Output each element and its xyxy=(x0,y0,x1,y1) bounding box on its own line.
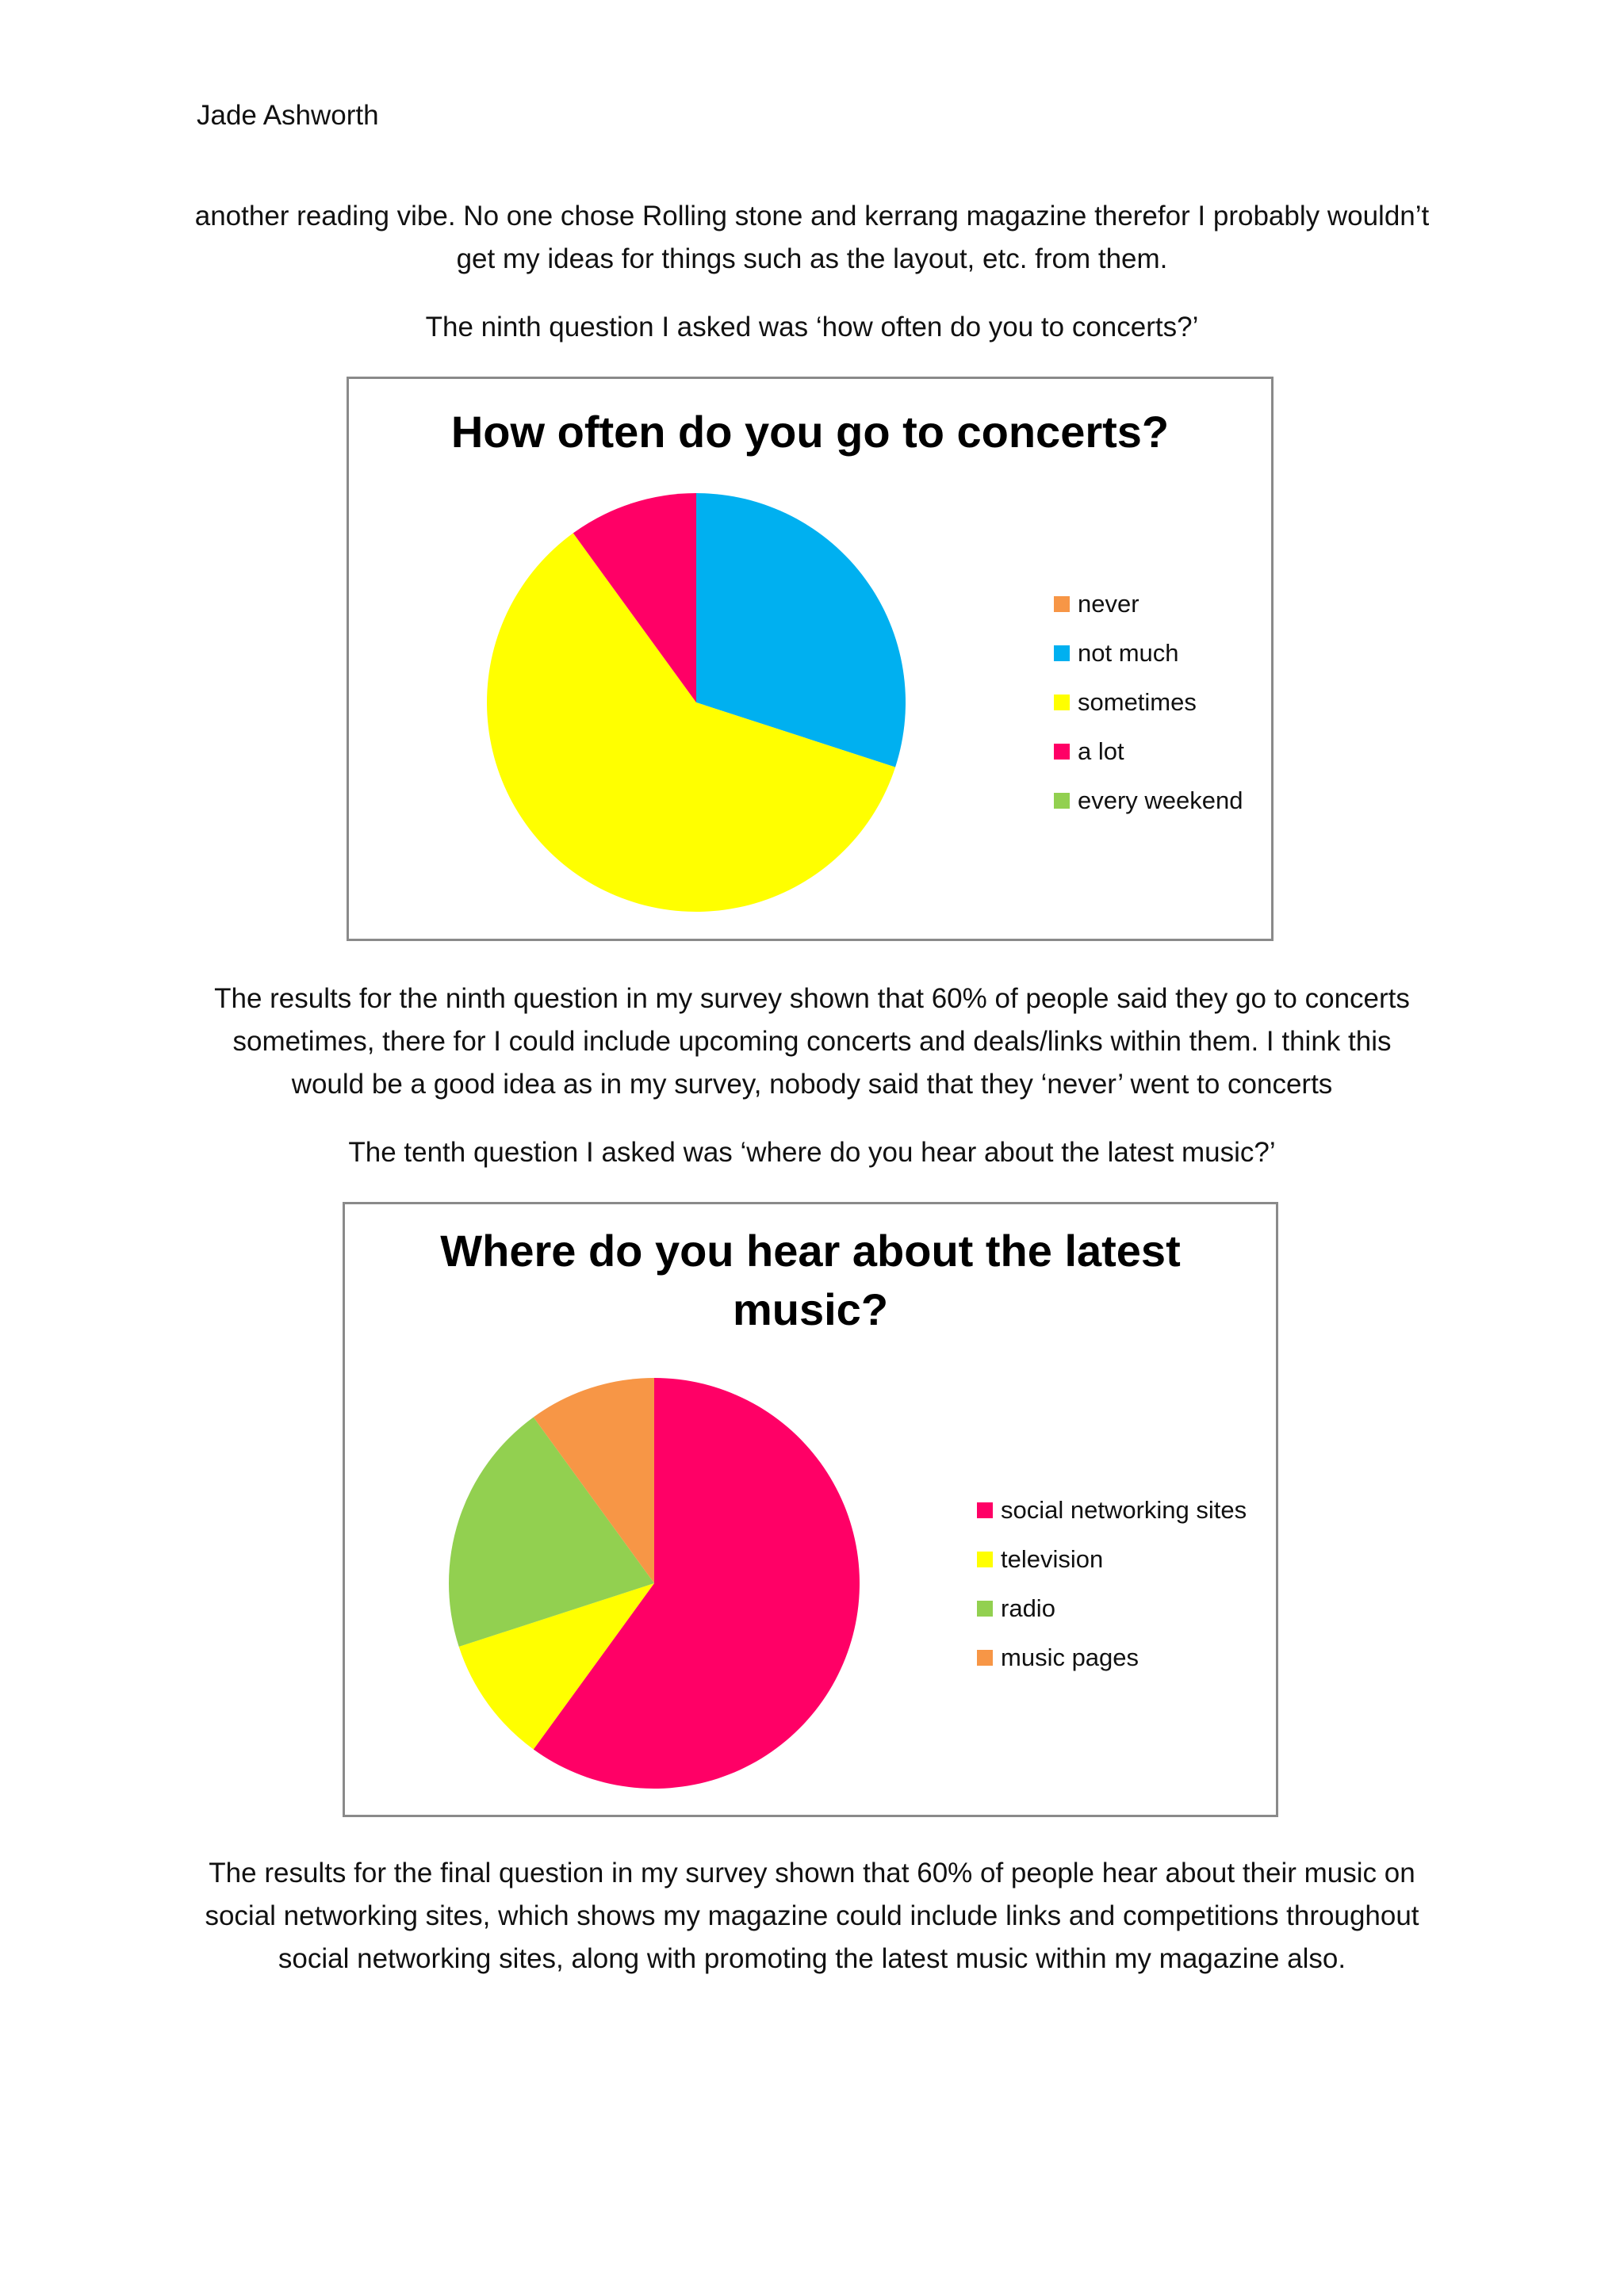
legend-swatch xyxy=(977,1601,993,1617)
question-nine-result-line-1: The results for the ninth question in my… xyxy=(214,983,1410,1014)
legend-swatch xyxy=(1054,596,1070,612)
legend-swatch xyxy=(1054,695,1070,710)
pie-slice-music-pages xyxy=(533,1378,654,1583)
legend-swatch xyxy=(977,1552,993,1567)
music-source-legend: social networking sites television radio mu… xyxy=(977,1486,1247,1682)
question-ten-result-line-2: social networking sites, which shows my … xyxy=(205,1900,1419,1931)
concerts-pie xyxy=(487,493,906,912)
author-name: Jade Ashworth xyxy=(197,100,379,131)
legend-label: a lot xyxy=(1078,737,1124,765)
legend-label: television xyxy=(1001,1545,1104,1573)
pie-slice-a-lot xyxy=(573,493,696,702)
pie-slice-radio xyxy=(448,1417,654,1647)
legend-item-a-lot: a lot xyxy=(1054,727,1243,776)
chart-title: How often do you go to concerts? xyxy=(450,407,1170,457)
concerts-chart: How often do you go to concerts? never no… xyxy=(347,377,1274,941)
legend-item-not-much: not much xyxy=(1054,629,1243,678)
legend-item-radio: radio xyxy=(977,1584,1247,1633)
legend-label: sometimes xyxy=(1078,688,1197,716)
legend-swatch xyxy=(977,1502,993,1518)
question-ten-result-line-3: social networking sites, along with prom… xyxy=(278,1943,1346,1974)
music-source-chart: Where do you hear about the latest music… xyxy=(343,1202,1278,1817)
legend-label: not much xyxy=(1078,639,1179,667)
question-ten-intro: The tenth question I asked was ‘where do… xyxy=(348,1137,1276,1168)
legend-label: social networking sites xyxy=(1001,1496,1247,1524)
concerts-legend: never not much sometimes a lot every weekend xyxy=(1054,580,1243,825)
legend-item-television: television xyxy=(977,1535,1247,1584)
legend-label: every weekend xyxy=(1078,786,1243,814)
legend-item-music-pages: music pages xyxy=(977,1633,1247,1682)
music-source-pie xyxy=(448,1378,860,1789)
question-ten-result-line-1: The results for the final question in my… xyxy=(209,1858,1415,1888)
chart-title-line-1: Where do you hear about the latest xyxy=(440,1226,1181,1276)
legend-label: never xyxy=(1078,590,1139,618)
legend-item-never: never xyxy=(1054,580,1243,629)
legend-swatch xyxy=(1054,645,1070,661)
chart-title-line-2: music? xyxy=(732,1284,889,1334)
legend-label: music pages xyxy=(1001,1644,1139,1671)
pie-slice-social-networking-sites xyxy=(533,1378,860,1789)
intro-line-2: get my ideas for things such as the layo… xyxy=(456,243,1168,274)
pie-slice-sometimes xyxy=(487,533,896,912)
legend-item-every-weekend: every weekend xyxy=(1054,776,1243,825)
legend-item-sometimes: sometimes xyxy=(1054,678,1243,727)
pie-slice-not-much xyxy=(696,493,906,767)
legend-swatch xyxy=(1054,793,1070,809)
legend-swatch xyxy=(977,1650,993,1666)
legend-item-social-networking-sites: social networking sites xyxy=(977,1486,1247,1535)
legend-label: radio xyxy=(1001,1594,1055,1622)
intro-line-1: another reading vibe. No one chose Rolli… xyxy=(194,201,1430,232)
pie-slice-television xyxy=(458,1583,654,1750)
legend-swatch xyxy=(1054,744,1070,760)
question-nine-result-line-3: would be a good idea as in my survey, no… xyxy=(291,1069,1333,1100)
question-nine-result-line-2: sometimes, there for I could include upc… xyxy=(232,1026,1392,1057)
question-nine-intro: The ninth question I asked was ‘how ofte… xyxy=(425,312,1199,342)
